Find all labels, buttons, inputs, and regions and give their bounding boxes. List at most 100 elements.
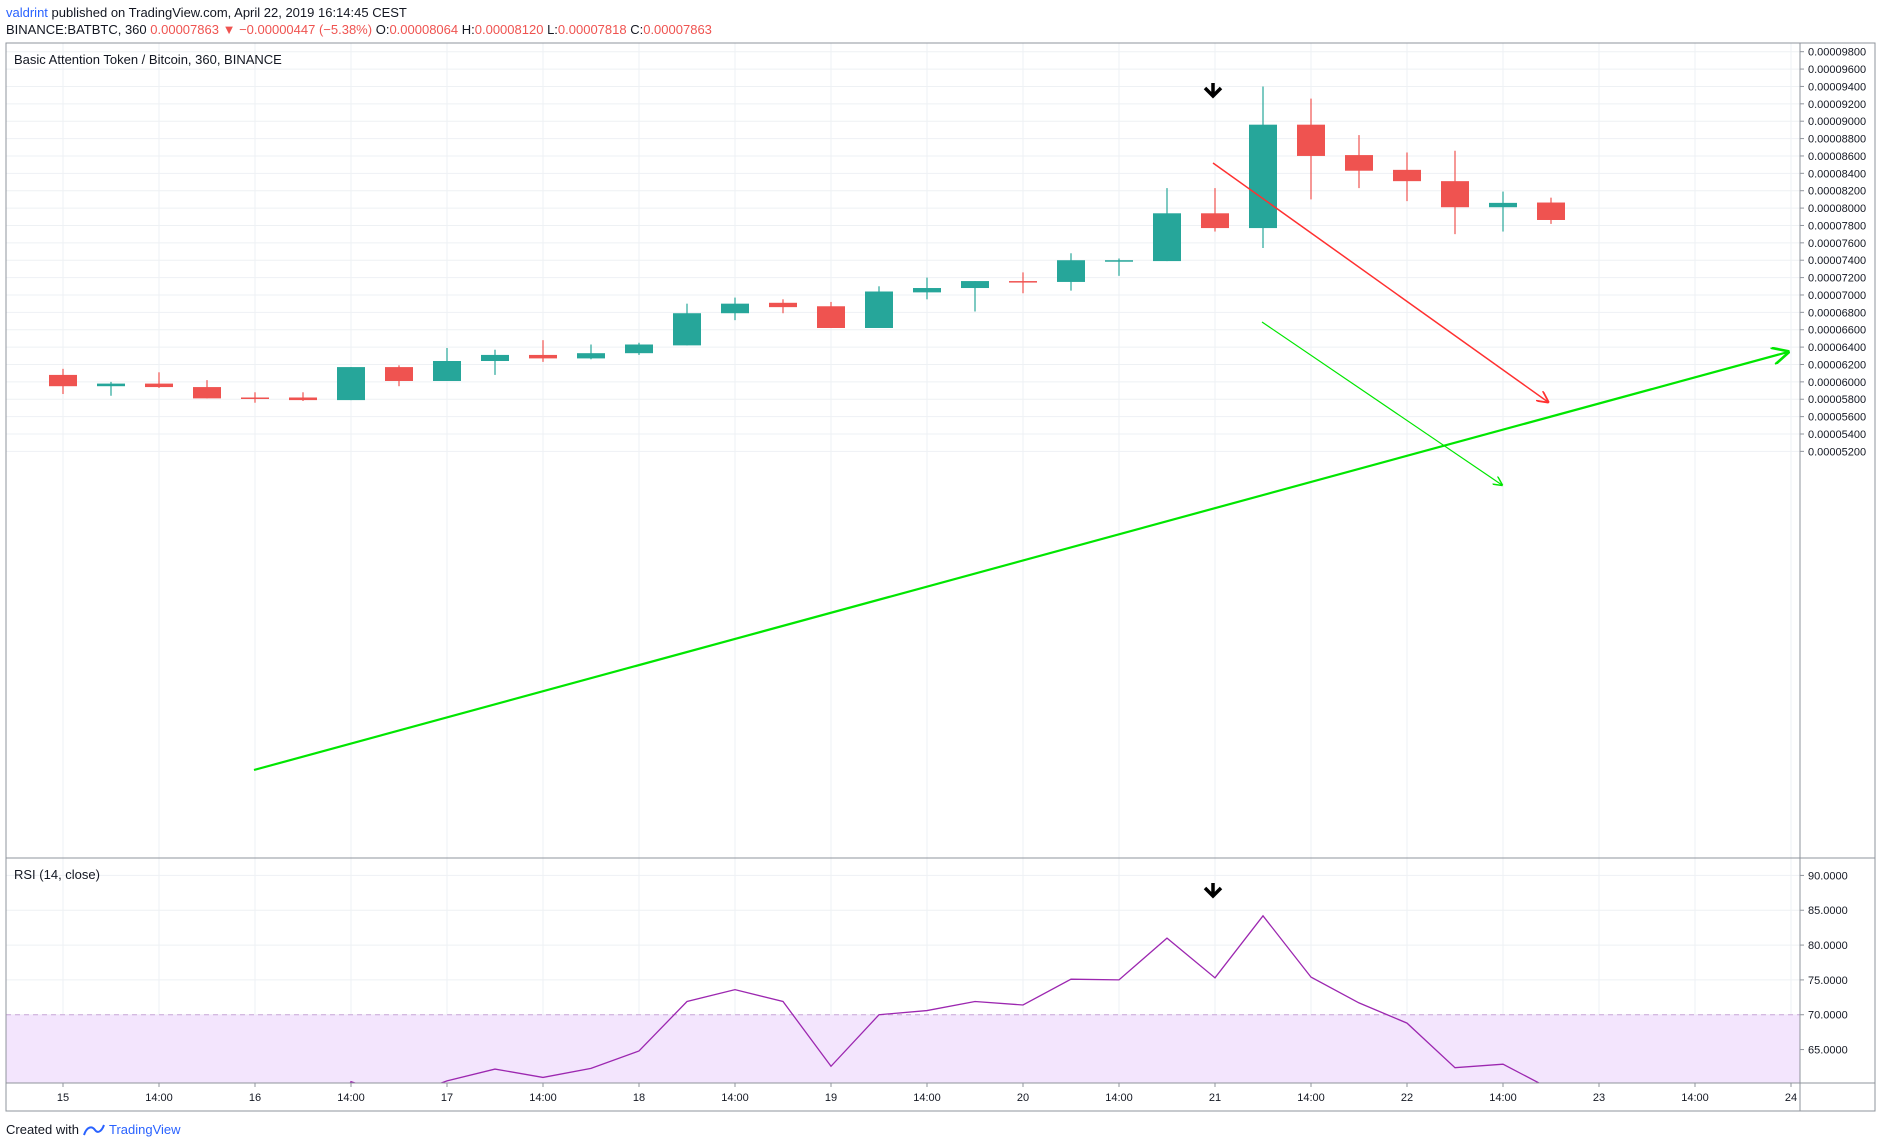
time-tick-label: 14:00 [1105,1092,1133,1104]
published-text: published on TradingView.com, April 22, … [51,5,407,20]
publish-header: valdrint published on TradingView.com, A… [6,5,407,20]
time-tick-label: 21 [1209,1092,1221,1104]
candle-body [1105,260,1133,262]
price-panel-title: Basic Attention Token / Bitcoin, 360, BI… [14,52,282,67]
time-tick-label: 19 [825,1092,837,1104]
candle-body [913,288,941,293]
candle-body [625,344,653,354]
resistance-trendline[interactable] [1212,162,1548,402]
symbol-label[interactable]: BINANCE:BATBTC, 360 [6,22,147,37]
price-tick-label: 0.00008800 [1808,134,1866,146]
rsi-tick-label: 65.0000 [1808,1045,1848,1057]
price-tick-label: 0.00008600 [1808,151,1866,163]
price-tick-label: 0.00009400 [1808,81,1866,93]
time-tick-label: 14:00 [721,1092,749,1104]
tradingview-brand-link[interactable]: TradingView [108,1122,181,1137]
candle-body [961,281,989,289]
candlestick-series [49,86,1565,403]
rsi-tick-label: 80.0000 [1808,940,1848,952]
close-label: C: [630,22,644,37]
price-axis[interactable]: 0.00009800 0.00009600 0.00009400 0.00009200… [1800,47,1866,459]
candle-body [721,303,749,314]
candle-body [193,387,221,399]
grid [6,43,1800,1083]
time-axis[interactable]: 15 14:00 16 14:00 17 14:00 18 14:00 19 14:00 20 14:… [57,1083,1797,1104]
price-tick-label: 0.00006000 [1808,377,1866,389]
down-arrow-icon [1203,883,1223,899]
price-tick-label: 0.00007000 [1808,290,1866,302]
price-tick-label: 0.00007800 [1808,220,1866,232]
candle-body [337,367,365,401]
tradingview-logo-icon [83,1124,105,1135]
price-tick-label: 0.00008200 [1808,186,1866,198]
open-value: 0.00008064 [389,22,459,37]
symbol-info-bar: BINANCE:BATBTC, 360 0.00007863 ▼ −0.0000… [6,22,712,37]
candle-body [865,291,893,328]
candle-body [1249,124,1277,229]
high-label: H: [461,22,475,37]
candle-body [289,397,317,401]
price-tick-label: 0.00005400 [1808,429,1866,441]
candle-body [1057,260,1085,282]
created-with-label: Created with [6,1122,79,1137]
candle-body [1489,202,1517,208]
price-tick-label: 0.00006200 [1808,359,1866,371]
time-tick-label: 20 [1017,1092,1029,1104]
price-tick-label: 0.00007200 [1808,273,1866,285]
price-change: −0.00000447 (−5.38%) [239,22,373,37]
price-tick-label: 0.00008000 [1808,203,1866,215]
last-price: 0.00007863 [150,22,219,37]
rsi-tick-label: 90.0000 [1808,870,1848,882]
footer: Created with TradingView [6,1122,181,1137]
candle-body [1009,281,1037,283]
price-tick-label: 0.00005800 [1808,394,1866,406]
time-tick-label: 14:00 [1489,1092,1517,1104]
price-tick-label: 0.00007600 [1808,238,1866,250]
rsi-overbought-band [6,1014,1800,1083]
candle-body [481,354,509,362]
time-tick-label: 14:00 [1297,1092,1325,1104]
open-label: O: [375,22,390,37]
candle-body [97,383,125,387]
price-tick-label: 0.00005600 [1808,412,1866,424]
rsi-panel-title: RSI (14, close) [14,867,100,882]
candle-body [1441,181,1469,208]
time-tick-label: 23 [1593,1092,1605,1104]
time-tick-label: 18 [633,1092,645,1104]
candle-body [673,313,701,346]
candle-body [49,374,77,387]
rsi-axis[interactable]: 90.0000 85.0000 80.0000 75.0000 70.0000 65.00… [1800,870,1848,1057]
candle-body [529,354,557,359]
candle-body [433,361,461,381]
candle-body [1153,213,1181,262]
candle-body [1297,124,1325,156]
rsi-tick-label: 85.0000 [1808,905,1848,917]
time-tick-label: 14:00 [1681,1092,1709,1104]
rsi-tick-label: 75.0000 [1808,975,1848,987]
candle-body [145,383,173,388]
high-value: 0.00008120 [474,22,544,37]
candle-body [1537,202,1565,220]
chart-frame [5,42,1876,1112]
low-label: L: [547,22,558,37]
projection-arrow[interactable] [1261,321,1502,485]
candle-body [769,302,797,308]
time-tick-label: 22 [1401,1092,1413,1104]
candle-body [1201,213,1229,229]
price-tick-label: 0.00006800 [1808,307,1866,319]
down-arrow-icon [1203,83,1223,99]
candle-body [385,367,413,381]
support-trendline[interactable] [253,352,1788,772]
price-tick-label: 0.00009000 [1808,116,1866,128]
rsi-tick-label: 70.0000 [1808,1010,1848,1022]
price-tick-label: 0.00009600 [1808,64,1866,76]
time-tick-label: 24 [1785,1092,1797,1104]
time-tick-label: 17 [441,1092,453,1104]
author-link[interactable]: valdrint [6,5,48,20]
price-tick-label: 0.00009200 [1808,99,1866,111]
price-tick-label: 0.00008400 [1808,168,1866,180]
rsi-series [349,914,1541,1083]
candle-body [817,306,845,328]
price-tick-label: 0.00006400 [1808,342,1866,354]
